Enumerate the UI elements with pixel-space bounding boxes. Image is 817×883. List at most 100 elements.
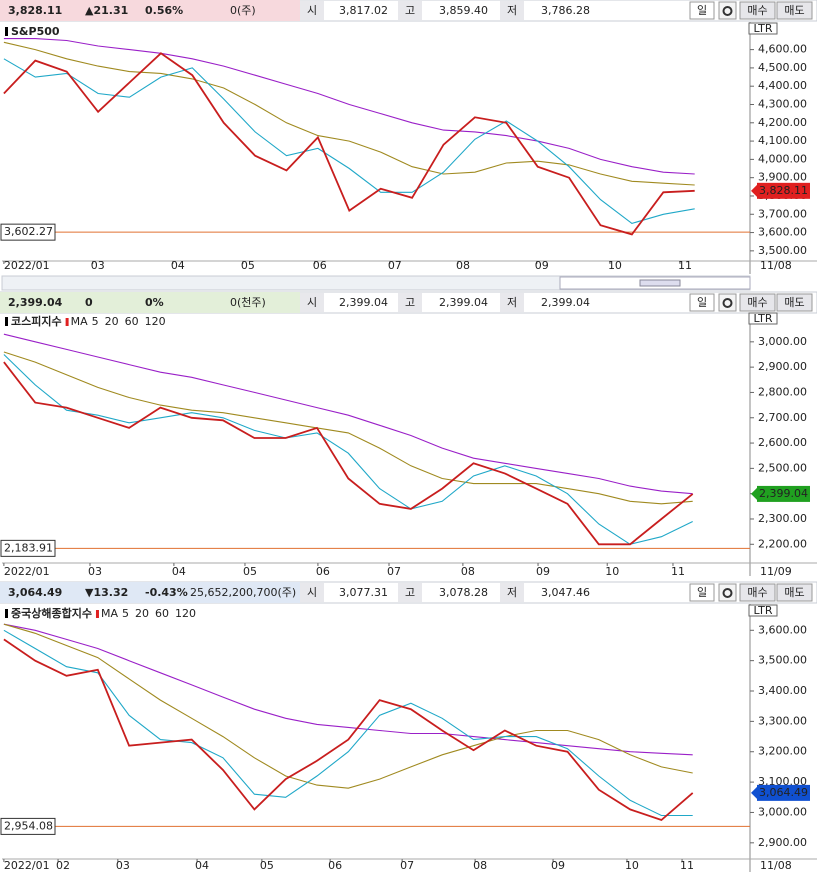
settings-icon	[722, 588, 733, 598]
header-price: 3,064.49	[8, 586, 62, 599]
header-cell-value: 3,078.28	[439, 586, 488, 599]
button-frame	[689, 583, 715, 602]
button-label: 매도	[784, 586, 804, 599]
x-tick-label: 07	[388, 259, 402, 272]
y-tick-label: 2,600.00	[758, 436, 807, 449]
day-button[interactable]: 일	[689, 293, 715, 312]
header-cell-label: 고	[405, 4, 415, 17]
x-tick-label: 11	[678, 259, 692, 272]
header-rate: -0.43%	[145, 586, 188, 599]
x-tick-label: 04	[172, 565, 186, 578]
trade-button[interactable]: 매수	[739, 293, 776, 312]
header-quote	[0, 582, 300, 603]
header-cell-value: 3,047.46	[541, 586, 590, 599]
trade-button[interactable]: 매수	[739, 1, 776, 20]
button-label: 매수	[747, 586, 767, 599]
x-tick-label: 06	[316, 565, 330, 578]
button-frame	[739, 293, 776, 312]
x-tick-label: 05	[241, 259, 255, 272]
header-cell-value: 3,077.31	[339, 586, 388, 599]
x-tick-label: 09	[551, 859, 565, 872]
x-tick-label: 05	[243, 565, 257, 578]
x-tick-label: 10	[625, 859, 639, 872]
scroll-thumb[interactable]	[639, 279, 681, 287]
x-tick-label: 03	[116, 859, 130, 872]
reference-box	[0, 817, 56, 835]
button-label: 매수	[747, 4, 767, 17]
header-cell	[300, 293, 324, 312]
trade-button[interactable]: 매도	[776, 293, 813, 312]
y-tick-label: 3,600.00	[758, 226, 807, 239]
header-cell	[398, 1, 422, 20]
y-tick-label: 2,200.00	[758, 537, 807, 550]
ltr-badge-label: LTR	[754, 22, 773, 35]
header-change: 0	[85, 296, 93, 309]
y-tick-label: 2,900.00	[758, 836, 807, 849]
header-cell-label: 시	[307, 4, 317, 17]
button-frame	[739, 583, 776, 602]
day-button[interactable]: 일	[689, 583, 715, 602]
settings-button[interactable]	[718, 293, 737, 312]
end-date-label: 11/08	[760, 859, 792, 872]
legend-entry: 60	[155, 607, 169, 620]
last-box	[757, 485, 810, 502]
settings-button[interactable]	[718, 1, 737, 20]
day-button[interactable]: 일	[689, 1, 715, 20]
header-change: ▼13.32	[85, 586, 128, 599]
reference-label: 2,183.91	[4, 541, 53, 554]
price-line	[3, 41, 695, 186]
legend-entry: 60	[125, 315, 139, 328]
button-label: 일	[697, 295, 707, 309]
price-line	[3, 38, 695, 175]
y-tick-label: 2,900.00	[758, 360, 807, 373]
y-tick-label: 4,600.00	[758, 43, 807, 56]
header-cell	[398, 583, 422, 602]
button-frame	[739, 1, 776, 20]
header-rate: 0.56%	[145, 4, 183, 17]
last-label: 3,828.11	[759, 184, 808, 197]
x-tick-label: 2022/01	[4, 565, 50, 578]
x-tick-label: 07	[400, 859, 414, 872]
chart-title: 중국상해종합지수	[11, 606, 92, 620]
button-frame	[776, 1, 813, 20]
y-tick-label: 3,700.00	[758, 207, 807, 220]
button-label: 일	[697, 585, 707, 599]
settings-button[interactable]	[718, 583, 737, 602]
chart-title: 코스피지수	[11, 314, 62, 328]
legend-entry: 120	[145, 315, 166, 328]
price-line	[3, 58, 695, 225]
last-label: 3,064.49	[759, 786, 808, 799]
x-tick-label: 03	[91, 259, 105, 272]
trade-button[interactable]: 매수	[739, 583, 776, 602]
legend-entry: 5	[122, 607, 129, 620]
trade-button[interactable]: 매도	[776, 1, 813, 20]
header-cell-label: 고	[405, 296, 415, 309]
header-volume: 0(천주)	[230, 295, 266, 309]
y-tick-label: 3,000.00	[758, 805, 807, 818]
legend-icon	[95, 610, 99, 618]
reference-label: 3,602.27	[4, 225, 53, 238]
scrollbar[interactable]	[1, 275, 751, 291]
header-cell	[300, 583, 324, 602]
x-tick-label: 11	[680, 859, 694, 872]
ltr-badge	[748, 312, 778, 325]
price-line	[3, 629, 693, 817]
header-cell	[398, 293, 422, 312]
header-cell-value: 3,786.28	[541, 4, 590, 17]
x-tick-label: 09	[536, 565, 550, 578]
header-cell	[500, 583, 524, 602]
settings-icon	[722, 298, 733, 308]
y-tick-label: 2,300.00	[758, 512, 807, 525]
header-cell-label: 고	[405, 586, 415, 599]
ltr-badge	[748, 22, 778, 35]
button-label: 매수	[747, 296, 767, 309]
legend-entry: 5	[92, 315, 99, 328]
x-tick-label: 06	[328, 859, 342, 872]
y-tick-label: 3,000.00	[758, 335, 807, 348]
trade-button[interactable]: 매도	[776, 583, 813, 602]
y-tick-label: 3,600.00	[758, 623, 807, 636]
ltr-badge	[748, 604, 778, 617]
last-pointer	[751, 786, 757, 799]
